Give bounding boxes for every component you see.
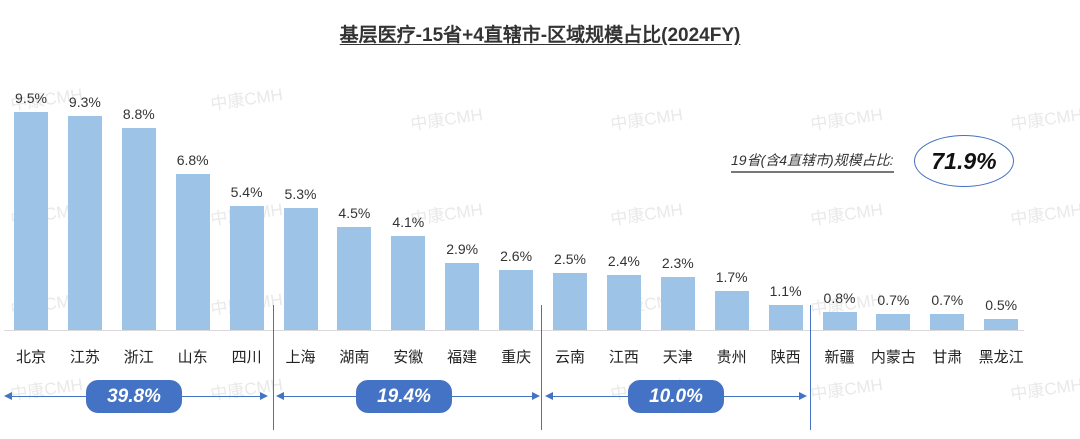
x-axis-line <box>4 330 1024 331</box>
category-label: 安徽 <box>393 349 424 366</box>
bar <box>553 272 587 330</box>
bar <box>822 311 857 330</box>
value-label: 4.5% <box>338 204 371 221</box>
value-label: 4.1% <box>392 213 425 230</box>
value-label: 2.5% <box>554 250 586 267</box>
watermark: 中康CMH <box>609 200 684 229</box>
bar <box>984 318 1019 330</box>
value-label: 2.3% <box>661 255 694 272</box>
category-label: 浙江 <box>123 349 154 366</box>
value-label: 5.4% <box>230 183 263 200</box>
category-label: 上海 <box>285 349 316 366</box>
chart-title: 基层医疗-15省+4直辖市-区域规模占比(2024FY) <box>339 25 741 46</box>
value-label: 9.3% <box>68 94 101 111</box>
value-label: 9.5% <box>15 89 47 106</box>
bar <box>876 313 911 330</box>
watermark: 中康CMH <box>1009 200 1080 229</box>
group-share-badge-1: 39.8% <box>86 380 182 413</box>
category-label: 黑龙江 <box>978 349 1024 366</box>
group-share-badge-2: 19.4% <box>356 380 452 413</box>
watermark: 中康CMH <box>209 85 284 114</box>
category-label: 陕西 <box>770 349 801 366</box>
group-share-badge-3: 10.0% <box>628 380 724 413</box>
category-label: 江苏 <box>69 349 100 366</box>
category-label: 福建 <box>447 349 478 366</box>
category-label: 天津 <box>662 349 693 366</box>
value-label: 0.8% <box>823 289 856 306</box>
category-label: 内蒙古 <box>870 349 916 366</box>
bar <box>67 116 102 330</box>
value-label: 0.7% <box>877 291 910 308</box>
bar <box>14 111 48 330</box>
bar <box>121 127 156 330</box>
watermark: 中康CMH <box>809 105 884 134</box>
bar <box>229 205 264 330</box>
summary-label: 19省(含4直辖市)规模占比: <box>731 150 894 173</box>
value-label: 1.7% <box>715 268 748 285</box>
category-label: 北京 <box>15 349 46 366</box>
value-label: 0.7% <box>931 291 964 308</box>
value-label: 8.8% <box>122 105 155 122</box>
watermark: 中康CMH <box>1009 375 1080 404</box>
bar <box>175 173 210 330</box>
summary-value: 71.9% <box>914 135 1014 187</box>
bar <box>391 235 426 330</box>
value-label: 2.6% <box>500 248 533 265</box>
watermark: 中康CMH <box>609 105 684 134</box>
category-label: 云南 <box>554 349 585 366</box>
bar <box>660 277 695 330</box>
watermark: 中康CMH <box>809 375 884 404</box>
watermark: 中康CMH <box>809 200 884 229</box>
value-label: 1.1% <box>769 282 802 299</box>
watermark: 中康CMH <box>409 105 484 134</box>
category-label: 新疆 <box>824 349 855 366</box>
value-label: 6.8% <box>176 151 209 168</box>
category-label: 湖南 <box>339 349 370 366</box>
watermark: 中康CMH <box>1009 105 1080 134</box>
bar <box>499 270 534 330</box>
group-divider-2 <box>541 305 542 430</box>
category-label: 重庆 <box>501 349 532 366</box>
group-divider-1 <box>273 305 274 430</box>
category-label: 贵州 <box>716 349 747 366</box>
bar <box>445 263 480 330</box>
group-divider-3 <box>810 305 811 430</box>
bar <box>283 208 318 330</box>
category-label: 甘肃 <box>932 349 963 366</box>
bar <box>606 274 641 330</box>
category-label: 四川 <box>231 349 262 366</box>
bar <box>930 313 965 330</box>
value-label: 2.4% <box>607 252 640 269</box>
bar <box>337 226 372 330</box>
value-label: 0.5% <box>985 296 1018 313</box>
value-label: 2.9% <box>446 241 479 258</box>
bar <box>768 304 803 330</box>
category-label: 山东 <box>177 349 208 366</box>
bar <box>714 290 749 330</box>
category-label: 江西 <box>608 349 639 366</box>
watermark: 中康CMH <box>9 375 84 404</box>
value-label: 5.3% <box>284 186 317 203</box>
